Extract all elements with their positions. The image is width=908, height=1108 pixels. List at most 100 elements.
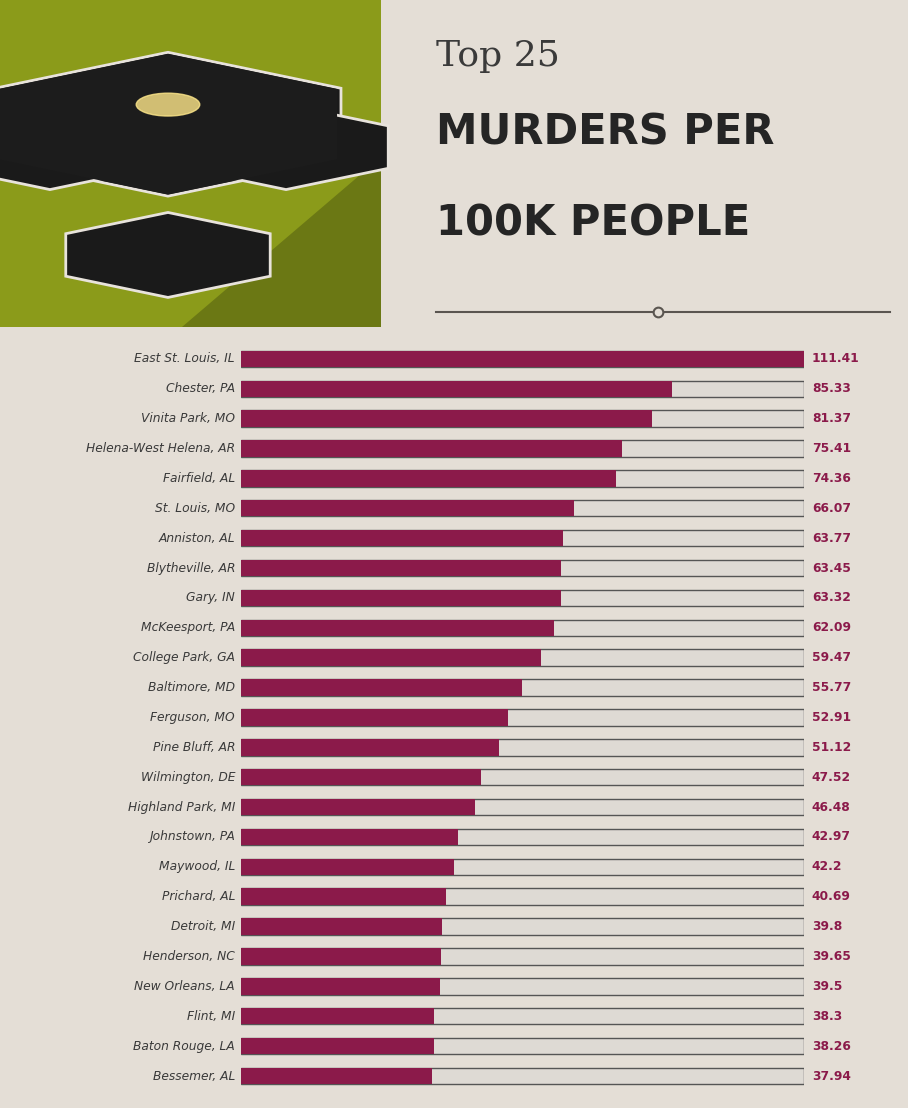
Text: Gary, IN: Gary, IN	[186, 592, 235, 604]
Text: Wilmington, DE: Wilmington, DE	[141, 771, 235, 783]
Text: 46.48: 46.48	[812, 801, 851, 813]
FancyBboxPatch shape	[241, 1038, 804, 1055]
Text: 63.45: 63.45	[812, 562, 851, 575]
Text: Pine Bluff, AR: Pine Bluff, AR	[153, 741, 235, 753]
Text: 40.69: 40.69	[812, 890, 851, 903]
Text: 37.94: 37.94	[812, 1069, 851, 1083]
Text: Henderson, NC: Henderson, NC	[143, 950, 235, 963]
FancyBboxPatch shape	[241, 500, 804, 516]
FancyBboxPatch shape	[241, 1038, 434, 1055]
Text: 75.41: 75.41	[812, 442, 851, 455]
FancyBboxPatch shape	[241, 1008, 804, 1025]
Text: 39.65: 39.65	[812, 950, 851, 963]
Text: Helena-West Helena, AR: Helena-West Helena, AR	[86, 442, 235, 455]
FancyBboxPatch shape	[241, 769, 804, 786]
FancyBboxPatch shape	[241, 739, 498, 756]
Text: 81.37: 81.37	[812, 412, 851, 425]
Text: 52.91: 52.91	[812, 711, 851, 724]
Text: Highland Park, MI: Highland Park, MI	[128, 801, 235, 813]
Text: 59.47: 59.47	[812, 652, 851, 664]
FancyBboxPatch shape	[241, 1068, 804, 1085]
FancyBboxPatch shape	[241, 440, 804, 456]
FancyBboxPatch shape	[241, 978, 804, 995]
FancyBboxPatch shape	[241, 859, 454, 875]
Text: Ferguson, MO: Ferguson, MO	[151, 711, 235, 724]
Text: Detroit, MI: Detroit, MI	[171, 920, 235, 933]
Text: 63.77: 63.77	[812, 532, 851, 545]
Text: Flint, MI: Flint, MI	[187, 1009, 235, 1023]
FancyBboxPatch shape	[241, 649, 804, 666]
Text: 39.5: 39.5	[812, 979, 843, 993]
FancyBboxPatch shape	[241, 769, 480, 786]
FancyBboxPatch shape	[241, 380, 672, 397]
FancyBboxPatch shape	[241, 470, 804, 486]
Text: Top 25: Top 25	[436, 39, 559, 73]
Text: 42.2: 42.2	[812, 860, 843, 873]
Text: Prichard, AL: Prichard, AL	[162, 890, 235, 903]
FancyBboxPatch shape	[241, 919, 804, 935]
FancyBboxPatch shape	[241, 709, 508, 726]
Text: Fairfield, AL: Fairfield, AL	[163, 472, 235, 485]
FancyBboxPatch shape	[241, 1068, 432, 1085]
Text: 85.33: 85.33	[812, 382, 851, 396]
FancyBboxPatch shape	[241, 589, 560, 606]
FancyBboxPatch shape	[241, 560, 804, 576]
Text: Johnstown, PA: Johnstown, PA	[149, 831, 235, 843]
Text: McKeesport, PA: McKeesport, PA	[141, 622, 235, 634]
Polygon shape	[0, 104, 153, 189]
Text: New Orleans, LA: New Orleans, LA	[134, 979, 235, 993]
FancyBboxPatch shape	[241, 470, 617, 486]
Polygon shape	[182, 157, 381, 327]
FancyBboxPatch shape	[241, 350, 804, 367]
FancyBboxPatch shape	[241, 679, 804, 696]
Circle shape	[136, 93, 200, 116]
Text: 111.41: 111.41	[812, 352, 860, 366]
FancyBboxPatch shape	[241, 380, 804, 397]
FancyBboxPatch shape	[241, 500, 575, 516]
FancyBboxPatch shape	[241, 739, 804, 756]
Text: Anniston, AL: Anniston, AL	[158, 532, 235, 545]
Text: 51.12: 51.12	[812, 741, 851, 753]
Polygon shape	[183, 104, 389, 189]
FancyBboxPatch shape	[241, 829, 458, 845]
Text: 38.26: 38.26	[812, 1039, 851, 1053]
FancyBboxPatch shape	[241, 679, 522, 696]
Text: 55.77: 55.77	[812, 681, 851, 694]
Bar	[0, 0, 381, 327]
Text: 62.09: 62.09	[812, 622, 851, 634]
Polygon shape	[0, 52, 341, 196]
Text: 100K PEOPLE: 100K PEOPLE	[436, 203, 750, 245]
FancyBboxPatch shape	[241, 530, 563, 546]
FancyBboxPatch shape	[241, 978, 440, 995]
Polygon shape	[0, 54, 337, 195]
Text: 39.8: 39.8	[812, 920, 842, 933]
Text: Baton Rouge, LA: Baton Rouge, LA	[133, 1039, 235, 1053]
FancyBboxPatch shape	[241, 919, 441, 935]
FancyBboxPatch shape	[241, 350, 804, 367]
FancyBboxPatch shape	[241, 799, 804, 815]
FancyBboxPatch shape	[241, 530, 804, 546]
FancyBboxPatch shape	[241, 709, 804, 726]
Text: 47.52: 47.52	[812, 771, 851, 783]
Text: 66.07: 66.07	[812, 502, 851, 515]
FancyBboxPatch shape	[241, 829, 804, 845]
FancyBboxPatch shape	[241, 589, 804, 606]
FancyBboxPatch shape	[241, 440, 622, 456]
FancyBboxPatch shape	[241, 410, 652, 427]
FancyBboxPatch shape	[241, 948, 441, 965]
Text: Vinita Park, MO: Vinita Park, MO	[141, 412, 235, 425]
FancyBboxPatch shape	[241, 619, 804, 636]
FancyBboxPatch shape	[241, 948, 804, 965]
FancyBboxPatch shape	[241, 1008, 434, 1025]
FancyBboxPatch shape	[241, 560, 561, 576]
Text: 38.3: 38.3	[812, 1009, 842, 1023]
Text: College Park, GA: College Park, GA	[133, 652, 235, 664]
FancyBboxPatch shape	[241, 619, 555, 636]
FancyBboxPatch shape	[241, 649, 541, 666]
Text: Chester, PA: Chester, PA	[166, 382, 235, 396]
Polygon shape	[65, 213, 271, 297]
FancyBboxPatch shape	[241, 799, 476, 815]
Text: Baltimore, MD: Baltimore, MD	[148, 681, 235, 694]
FancyBboxPatch shape	[241, 859, 804, 875]
Text: 74.36: 74.36	[812, 472, 851, 485]
